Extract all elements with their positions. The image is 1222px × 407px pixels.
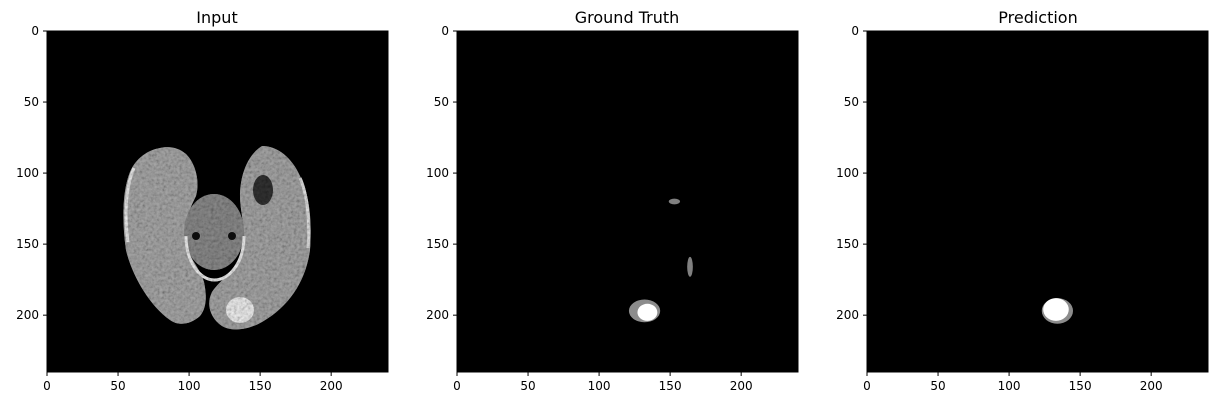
image-background-prediction: [867, 31, 1208, 372]
y-tick-label: 0: [441, 24, 449, 38]
x-tick-label: 0: [43, 379, 51, 393]
y-tick-label: 200: [426, 308, 449, 322]
panel-ground-truth: Ground Truth 0 50 100 150 200 0 50 100 150 200: [426, 8, 799, 393]
panel-prediction: Prediction 0 50 100 150 200 0 50 100 150 200: [836, 8, 1209, 393]
y-tick-label: 50: [24, 95, 39, 109]
panel-title-ground-truth: Ground Truth: [575, 8, 680, 27]
y-tick-label: 50: [844, 95, 859, 109]
y-tick-label: 150: [426, 237, 449, 251]
x-tick-label: 0: [863, 379, 871, 393]
x-tick-label: 100: [178, 379, 201, 393]
x-tick-label: 100: [588, 379, 611, 393]
y-tick-label: 150: [836, 237, 859, 251]
y-tick-label: 200: [836, 308, 859, 322]
panel-title-prediction: Prediction: [998, 8, 1077, 27]
brainstem-rim: [184, 235, 246, 282]
panel-input: Input 0 50 100 150 200 0 50 100 150 200: [16, 8, 389, 393]
mask-regions-ground-truth: [628, 198, 693, 323]
x-tick-label: 50: [930, 379, 945, 393]
mask-regions-prediction: [1041, 298, 1074, 324]
axes-frame-input: [46, 30, 389, 373]
left-edge-highlight: [124, 167, 136, 243]
y-axis-ground-truth: 0 50 100 150 200: [426, 24, 457, 322]
mask-region-small-region-1: [668, 198, 681, 205]
dark-lesion: [253, 175, 273, 205]
x-tick-label: 200: [1140, 379, 1163, 393]
mask-region-tumor-core: [637, 303, 658, 321]
left-hemisphere: [123, 147, 206, 324]
y-tick-label: 50: [434, 95, 449, 109]
image-background-ground-truth: [457, 31, 798, 372]
x-axis-prediction: 0 50 100 150 200: [863, 372, 1163, 393]
x-tick-label: 150: [659, 379, 682, 393]
x-tick-label: 200: [320, 379, 343, 393]
x-axis-ground-truth: 0 50 100 150 200: [453, 372, 753, 393]
mask-region-tumor-core: [1043, 298, 1069, 321]
y-tick-label: 200: [16, 308, 39, 322]
right-edge-highlight: [298, 177, 311, 249]
image-content-input: [123, 146, 311, 330]
y-tick-label: 100: [426, 166, 449, 180]
x-tick-label: 50: [520, 379, 535, 393]
y-axis-input: 0 50 100 150 200: [16, 24, 47, 322]
x-tick-label: 150: [1069, 379, 1092, 393]
bright-lesion: [226, 297, 254, 323]
y-tick-label: 100: [16, 166, 39, 180]
y-tick-label: 100: [836, 166, 859, 180]
x-tick-label: 50: [110, 379, 125, 393]
x-tick-label: 200: [730, 379, 753, 393]
y-tick-label: 0: [31, 24, 39, 38]
x-axis-input: 0 50 100 150 200: [43, 372, 343, 393]
y-tick-label: 0: [851, 24, 859, 38]
y-tick-label: 150: [16, 237, 39, 251]
y-axis-prediction: 0 50 100 150 200: [836, 24, 867, 322]
x-tick-label: 150: [249, 379, 272, 393]
panel-title-input: Input: [196, 8, 237, 27]
mask-region-small-region-2: [687, 256, 693, 277]
axes-frame-prediction: [866, 30, 1209, 373]
dark-spot-left: [192, 232, 200, 240]
right-hemisphere: [209, 146, 311, 330]
dark-spot-right: [228, 232, 236, 240]
axes-frame-ground-truth: [456, 30, 799, 373]
x-tick-label: 100: [998, 379, 1021, 393]
brainstem: [184, 194, 244, 270]
x-tick-label: 0: [453, 379, 461, 393]
